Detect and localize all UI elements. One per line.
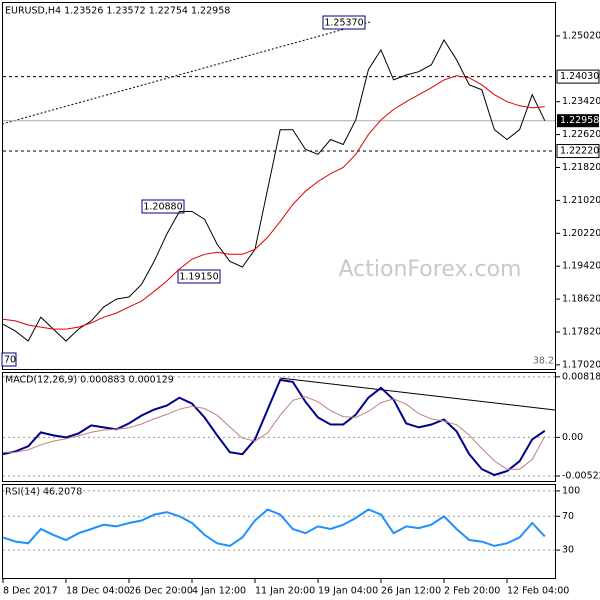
x-tick-label: 26 Jan 12:00: [381, 586, 441, 597]
macd-panel: [2, 372, 556, 482]
annotation-box: [141, 199, 185, 214]
annotation-box: [177, 269, 221, 284]
y-tick-label: 1.17820: [562, 326, 600, 337]
y-tick-label: -0.005223: [562, 470, 600, 481]
y-tick-label: 1.25020: [562, 30, 600, 41]
price-box: [557, 114, 599, 128]
x-tick-label: 4 Jan 12:00: [192, 586, 246, 597]
level-label: 1.22220: [560, 146, 599, 157]
y-tick-label: 1.22620: [562, 129, 600, 140]
macd-trend-line: [279, 377, 556, 411]
y-tick-label: 1.17020: [562, 359, 600, 370]
y-tick-label: 100: [562, 485, 580, 496]
y-tick-label: 0.008182: [562, 371, 600, 382]
level-label: 1.24030: [560, 71, 599, 82]
rsi-panel: [2, 484, 556, 579]
x-tick-label: 8 Dec 2017: [3, 586, 58, 597]
y-tick-label: 1.19420: [562, 261, 600, 272]
price-label: 1.22958: [560, 115, 599, 126]
y-tick-label: 1.21820: [562, 162, 600, 173]
price-panel: [2, 2, 556, 370]
y-tick-label: 1.20220: [562, 228, 600, 239]
y-tick-label: 70: [562, 511, 574, 522]
x-tick-label: 18 Dec 04:00: [66, 586, 130, 597]
annotation-box: [322, 15, 366, 30]
y-tick-label: 1.18620: [562, 294, 600, 305]
series-line: [3, 396, 546, 470]
y-tick-label: 1.21020: [562, 195, 600, 206]
y-tick-label: 0.00: [562, 432, 583, 443]
series-line: [2, 508, 546, 547]
rsi-title: RSI(14) 46.2078: [5, 487, 82, 498]
level-box: [556, 144, 600, 159]
series-line: [2, 75, 545, 330]
series-line: [2, 38, 546, 342]
x-tick-label: 19 Jan 04:00: [318, 586, 378, 597]
annotation: 70: [4, 355, 16, 366]
annotation: 1.25370: [324, 18, 363, 29]
annotation: 1.19150: [179, 272, 218, 283]
annotation-box: [1, 352, 17, 367]
y-tick-label: 30: [562, 545, 574, 556]
x-tick-label: 11 Jan 20:00: [255, 586, 315, 597]
price-title: EURUSD,H4 1.23526 1.23572 1.22754 1.2295…: [5, 6, 230, 17]
macd-title: MACD(12,26,9) 0.000883 0.000129: [5, 375, 174, 386]
series-line: [2, 378, 546, 477]
annotation: 1.20880: [143, 202, 182, 213]
annotation: 38.2: [533, 356, 554, 367]
x-tick-label: 2 Feb 20:00: [444, 586, 500, 597]
y-tick-label: 1.23420: [562, 96, 600, 107]
x-tick-label: 26 Dec 20:00: [129, 586, 193, 597]
watermark: ActionForex.com: [339, 257, 522, 282]
level-box: [556, 69, 600, 84]
x-tick-label: 12 Feb 04:00: [507, 586, 569, 597]
